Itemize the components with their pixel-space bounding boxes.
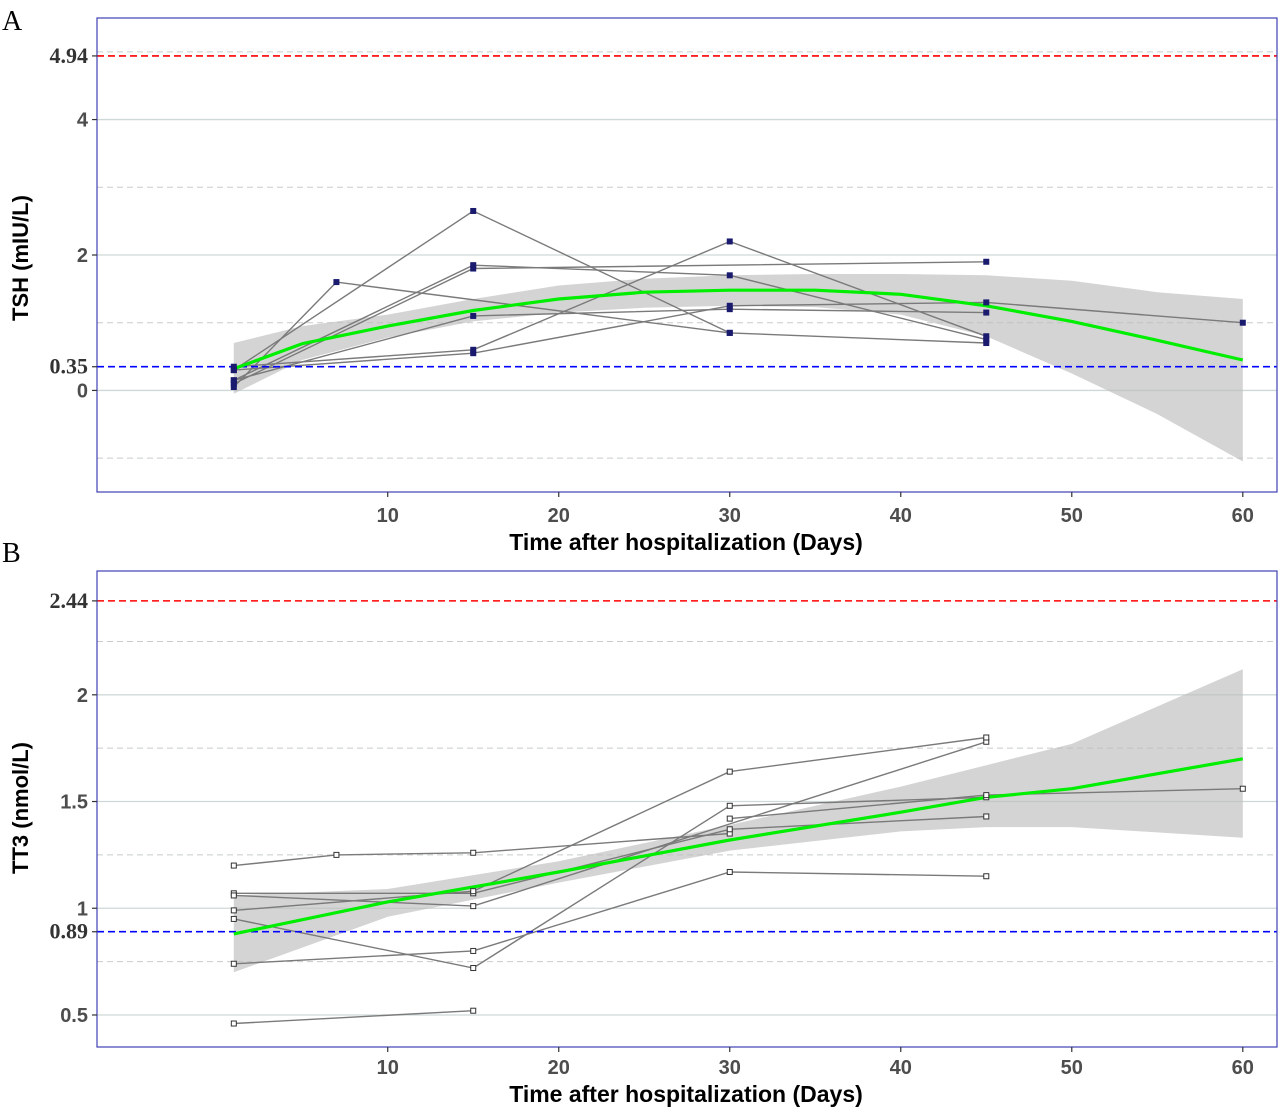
panel-b-series-line-7 xyxy=(233,1010,474,1025)
panel-a-x-tick-label: 40 xyxy=(890,505,912,527)
panel-b-y-tick-label: 1 xyxy=(77,898,88,920)
panel-b-letter: B xyxy=(2,538,21,569)
panel-b-data-point xyxy=(230,907,237,914)
panel-a-x-tick-label: 30 xyxy=(719,505,741,527)
panel-b-data-point xyxy=(470,849,477,856)
panel-b-plot-border xyxy=(96,570,1278,1048)
panel-b-confidence-band xyxy=(233,669,1243,973)
panel-b-data-point xyxy=(470,903,477,910)
panel-b-data-point xyxy=(1239,785,1246,792)
panel-a-data-point xyxy=(726,302,733,309)
panel-a-data-point xyxy=(726,329,733,336)
panel-a-x-tick-label: 20 xyxy=(548,505,570,527)
panel-b-data-point xyxy=(726,815,733,822)
panel-a-x-tick-label: 60 xyxy=(1232,505,1254,527)
panel-b-data-point xyxy=(726,826,733,833)
panel-a-series-line-4 xyxy=(233,264,987,381)
panel-a-data-point xyxy=(333,279,340,286)
panel-a-y-tick-label: 2 xyxy=(77,245,88,267)
panel-b-data-point xyxy=(470,1007,477,1014)
panel-a-y-axis-title: TSH (mIU/L) xyxy=(8,195,33,321)
panel-b-x-tick-label: 10 xyxy=(377,1057,399,1079)
panel-a-confidence-band xyxy=(233,274,1243,462)
panel-b-x-tick-label: 60 xyxy=(1232,1057,1254,1079)
panel-a-letter: A xyxy=(2,6,23,37)
panel-b-y-axis-title: TT3 (nmol/L) xyxy=(8,742,33,874)
panel-a-data-point xyxy=(983,258,990,265)
panel-b-series-line-1 xyxy=(233,832,730,867)
panel-b-data-point xyxy=(726,868,733,875)
panel-b-x-tick-label: 50 xyxy=(1061,1057,1083,1079)
panel-b-data-point xyxy=(983,813,990,820)
panel-a-y-tick-label: 4 xyxy=(77,110,89,132)
panel-a-y-tick-label: 4.94 xyxy=(50,43,89,68)
panel-a-data-point xyxy=(983,299,990,306)
panel-a-series-line-5 xyxy=(233,308,987,381)
panel-b-x-tick-label: 40 xyxy=(890,1057,912,1079)
panel-b-y-tick-label: 1.5 xyxy=(60,792,88,814)
panel-a-data-point xyxy=(230,363,237,370)
panel-a-data-point xyxy=(470,346,477,353)
panel-a-data-point xyxy=(983,333,990,340)
panel-b-data-point xyxy=(333,851,340,858)
panel-b-data-point xyxy=(230,960,237,967)
panel-b-y-tick-label: 2.44 xyxy=(50,588,89,613)
panel-b-series-line-6 xyxy=(233,871,987,965)
panel-a-y-tick-label: 0.35 xyxy=(50,354,89,379)
panel-a: A TSH (mIU/L) Time after hospitalization… xyxy=(2,6,1278,555)
panel-a-data-point xyxy=(726,272,733,279)
panel-b-x-tick-label: 20 xyxy=(548,1057,570,1079)
panel-b-data-point xyxy=(230,862,237,869)
panel-a-trend-line xyxy=(233,288,1244,371)
panel-a-series-line-1 xyxy=(233,281,987,388)
panel-b-data-point xyxy=(726,768,733,775)
panel-b-series-line-4 xyxy=(233,736,987,912)
panel-a-data-point xyxy=(1239,319,1246,326)
panel-b-data-point xyxy=(726,802,733,809)
panel-b-y-tick-label: 0.5 xyxy=(60,1005,88,1027)
panel-b-data-point xyxy=(230,1020,237,1027)
panel-b-data-point xyxy=(983,792,990,799)
panel-b-data-point xyxy=(470,888,477,895)
panel-b-data-point xyxy=(230,892,237,899)
panel-b: B TT3 (nmol/L) Time after hospitalizatio… xyxy=(2,538,1278,1107)
panel-b-data-point xyxy=(983,734,990,741)
panel-b-x-axis-title: Time after hospitalization (Days) xyxy=(509,1081,863,1107)
panel-b-data-point xyxy=(230,915,237,922)
panel-b-y-tick-label: 0.89 xyxy=(50,919,89,944)
panel-a-data-point xyxy=(470,262,477,269)
panel-a-x-axis-title: Time after hospitalization (Days) xyxy=(509,529,863,555)
panel-b-data-point xyxy=(470,965,477,972)
panel-a-x-tick-label: 50 xyxy=(1061,505,1083,527)
panel-b-data-point xyxy=(983,873,990,880)
panel-a-data-point xyxy=(983,309,990,316)
panel-a-data-point xyxy=(470,312,477,319)
panel-a-data-point xyxy=(470,207,477,214)
panel-a-x-tick-label: 10 xyxy=(377,505,399,527)
panel-a-data-point xyxy=(726,238,733,245)
panel-b-trend-line xyxy=(233,757,1244,936)
panel-b-data-point xyxy=(470,947,477,954)
panel-a-y-tick-label: 0 xyxy=(77,380,88,402)
panel-b-series-line-2 xyxy=(233,815,987,894)
panel-b-x-tick-label: 30 xyxy=(719,1057,741,1079)
panel-a-data-point xyxy=(230,377,237,384)
panel-b-y-tick-label: 2 xyxy=(77,685,88,707)
panel-b-series-line-5 xyxy=(233,796,987,969)
